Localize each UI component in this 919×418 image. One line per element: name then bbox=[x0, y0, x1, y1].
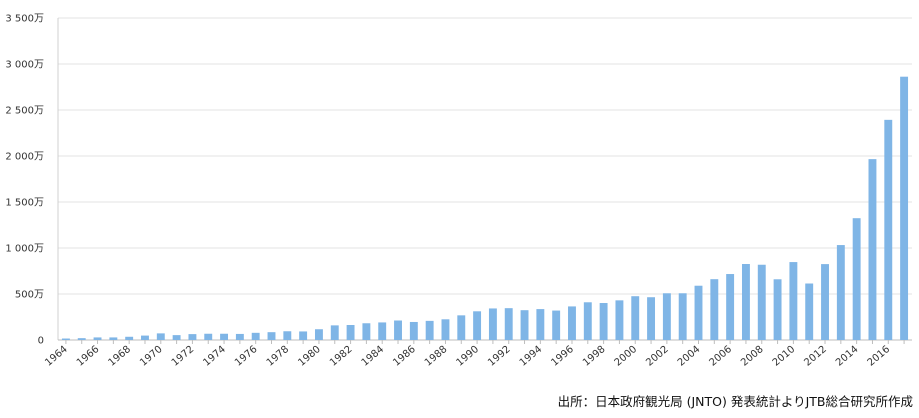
bar-1989 bbox=[457, 315, 466, 340]
y-tick-label: 1 500万 bbox=[5, 198, 44, 209]
x-tick-label: 2004 bbox=[676, 344, 703, 369]
bar-2008 bbox=[757, 264, 766, 340]
bar-2000 bbox=[631, 296, 640, 340]
bar-2012 bbox=[821, 264, 829, 340]
x-tick-label: 1968 bbox=[107, 344, 134, 369]
bar-1973 bbox=[204, 333, 213, 340]
bar-2004 bbox=[694, 285, 703, 340]
bar-1998 bbox=[599, 303, 608, 340]
bar-1985 bbox=[394, 320, 402, 340]
bar-2017 bbox=[900, 76, 909, 341]
bar-2015 bbox=[868, 159, 877, 340]
bar-1986 bbox=[409, 321, 418, 340]
x-tick-label: 1986 bbox=[391, 344, 418, 369]
x-tick-label: 2002 bbox=[644, 344, 671, 369]
bar-1993 bbox=[520, 310, 529, 340]
bar-1965 bbox=[77, 338, 86, 340]
bar-1999 bbox=[615, 300, 624, 340]
x-tick-label: 2016 bbox=[866, 344, 893, 369]
x-tick-label: 1992 bbox=[486, 344, 513, 369]
x-tick-label: 2006 bbox=[707, 344, 734, 369]
bar-2001 bbox=[647, 297, 656, 340]
bar-2010 bbox=[789, 262, 798, 340]
bar-1995 bbox=[552, 310, 561, 340]
x-tick-label: 1964 bbox=[43, 344, 70, 369]
bar-2009 bbox=[773, 279, 782, 340]
bar-1991 bbox=[488, 308, 497, 340]
x-tick-label: 1982 bbox=[328, 344, 355, 369]
bar-1996 bbox=[568, 306, 576, 340]
bar-1972 bbox=[188, 334, 197, 340]
bar-1978 bbox=[283, 331, 292, 340]
x-tick-label: 2000 bbox=[613, 344, 640, 369]
x-tick-label: 1972 bbox=[170, 344, 197, 369]
bar-2003 bbox=[678, 293, 687, 340]
bar-2013 bbox=[836, 245, 845, 340]
bar-1981 bbox=[330, 325, 339, 340]
grid-lines bbox=[58, 17, 912, 295]
source-note: 出所：日本政府観光局 (JNTO) 発表統計よりJTB総合研究所作成 bbox=[557, 394, 913, 409]
bar-1977 bbox=[267, 332, 276, 340]
bar-1979 bbox=[299, 331, 308, 340]
bars bbox=[61, 76, 909, 341]
x-tick-label: 1984 bbox=[360, 344, 387, 369]
x-tick-label: 1974 bbox=[201, 344, 228, 369]
bar-1975 bbox=[235, 333, 244, 340]
bar-1990 bbox=[473, 311, 482, 340]
bar-1994 bbox=[536, 309, 545, 340]
bar-2011 bbox=[805, 283, 814, 340]
bar-1987 bbox=[425, 320, 434, 340]
bar-1988 bbox=[441, 319, 450, 340]
bar-2006 bbox=[726, 274, 735, 340]
axes bbox=[57, 18, 912, 341]
x-tick-label: 2008 bbox=[739, 344, 766, 369]
y-tick-label: 0 bbox=[38, 336, 44, 347]
bar-1974 bbox=[220, 333, 229, 340]
bar-2007 bbox=[741, 264, 750, 340]
y-tick-label: 1 000万 bbox=[5, 244, 44, 255]
y-tick-label: 2 500万 bbox=[5, 106, 44, 117]
x-tick-label: 1998 bbox=[581, 344, 608, 369]
bar-1971 bbox=[172, 335, 181, 340]
x-tick-label: 1978 bbox=[265, 344, 292, 369]
y-tick-label: 3 000万 bbox=[5, 60, 44, 71]
bar-2014 bbox=[852, 218, 861, 340]
x-tick-label: 2014 bbox=[834, 344, 861, 369]
x-tick-label: 1996 bbox=[549, 344, 576, 369]
x-tick-label: 1976 bbox=[233, 344, 260, 369]
y-axis-ticks: 0 500万 1 000万 1 500万 2 000万 2 500万 3 000万 3 500… bbox=[5, 14, 44, 347]
bar-1984 bbox=[378, 322, 387, 340]
x-tick-label: 1994 bbox=[518, 344, 545, 369]
x-tick-label: 1980 bbox=[296, 344, 323, 369]
bar-1982 bbox=[346, 325, 355, 340]
x-axis-ticks: 1964 1966 1968 1970 1972 1974 1976 1978 1980 1982… bbox=[43, 340, 905, 369]
bar-1992 bbox=[504, 308, 513, 340]
bar-2002 bbox=[662, 293, 671, 340]
x-tick-label: 1966 bbox=[75, 344, 102, 369]
bar-1976 bbox=[251, 332, 260, 340]
y-tick-label: 3 500万 bbox=[5, 14, 44, 25]
bar-1980 bbox=[314, 329, 323, 340]
bar-2016 bbox=[884, 119, 893, 341]
y-tick-label: 2 000万 bbox=[5, 152, 44, 163]
bar-1969 bbox=[141, 335, 149, 340]
bar-1983 bbox=[362, 323, 371, 340]
x-tick-label: 1990 bbox=[454, 344, 481, 369]
x-tick-label: 2012 bbox=[802, 344, 829, 369]
x-tick-label: 2010 bbox=[771, 344, 798, 369]
x-tick-label: 1988 bbox=[423, 344, 450, 369]
bar-1997 bbox=[583, 302, 592, 340]
bar-1967 bbox=[109, 337, 118, 340]
bar-1964 bbox=[61, 338, 70, 340]
bar-1968 bbox=[125, 336, 134, 340]
bar-1966 bbox=[93, 337, 102, 340]
bar-1970 bbox=[156, 333, 165, 340]
y-tick-label: 500万 bbox=[15, 290, 44, 301]
x-tick-label: 1970 bbox=[138, 344, 165, 369]
bar-2005 bbox=[710, 279, 719, 340]
